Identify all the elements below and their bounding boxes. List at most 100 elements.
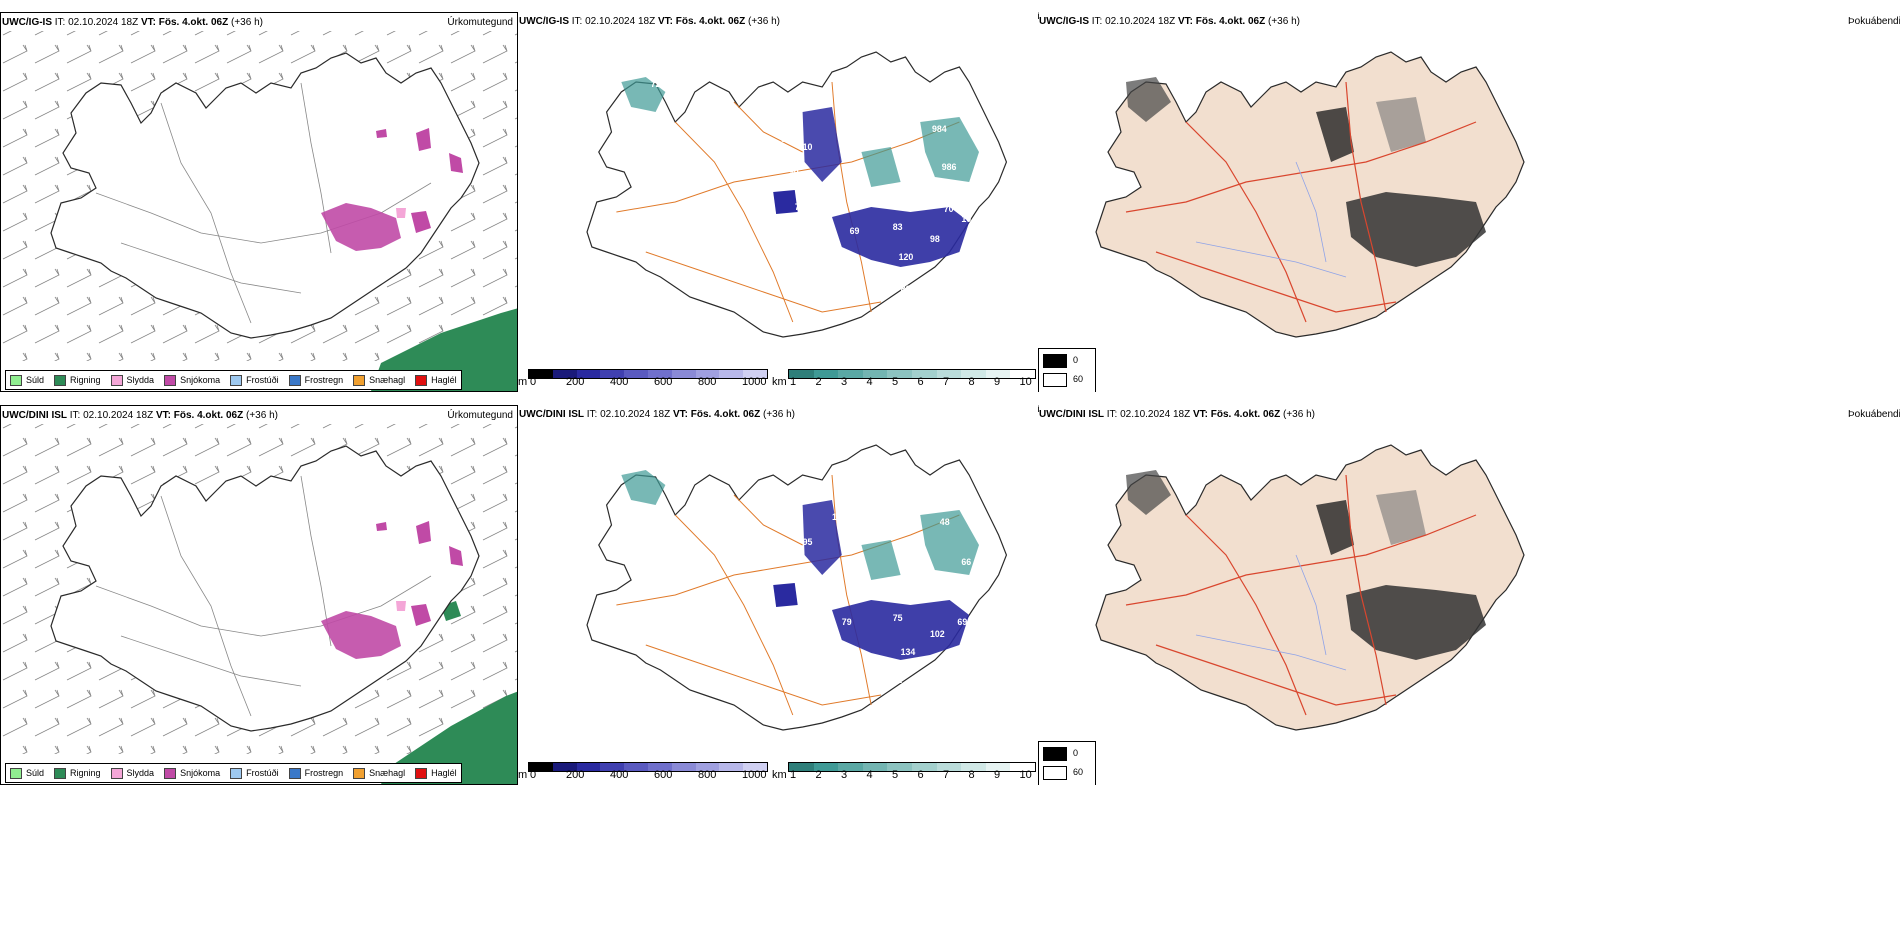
colorbar-segment: [985, 370, 1011, 378]
legend-label: 60: [1073, 374, 1084, 384]
road-network: [616, 474, 960, 716]
model-name: UWC/IG-IS: [1039, 16, 1089, 27]
colorbar-segment: [529, 763, 553, 771]
colorbar-segment: [600, 763, 625, 771]
cloud-base-label: 66: [961, 557, 971, 567]
legend-swatch: [288, 767, 301, 779]
cloud-base-label: 10: [961, 214, 971, 224]
panel-header: UWC/IG-IS IT: 02.10.2024 18Z VT: Fös. 4.…: [2, 17, 263, 28]
colorbar-segment: [1010, 370, 1035, 378]
cloud-base-label: 10: [893, 186, 903, 196]
vt-value: Fös. 4.okt. 06Z: [1210, 409, 1281, 420]
snow-area: [376, 129, 387, 138]
colorbar-tick-label: 0: [530, 376, 537, 388]
legend-item: Snjókoma: [164, 767, 220, 779]
snow-area: [449, 153, 463, 173]
colorbar-segment: [529, 370, 553, 378]
lead-time: (+36 h): [1283, 409, 1315, 420]
fog-legend: 0 60: [1038, 741, 1096, 785]
cloud-base-label: 81: [901, 284, 911, 294]
legend-swatch: [230, 767, 243, 779]
forecast-row: UWC/DINI ISL IT: 02.10.2024 18Z VT: Fös.…: [0, 405, 1900, 785]
cloud-base-label: 134: [901, 647, 916, 657]
colorbar-tick-label: 800: [698, 769, 717, 781]
legend-label: Snæhagl: [369, 375, 406, 385]
legend-swatch: [353, 374, 366, 386]
precip-map: [1, 31, 517, 391]
fog-area: [1346, 585, 1486, 660]
lead-time: (+36 h): [1268, 16, 1300, 27]
panel-header: UWC/IG-IS IT: 02.10.2024 18Z VT: Fös. 4.…: [1039, 16, 1300, 27]
panel-header: UWC/DINI ISL IT: 02.10.2024 18Z VT: Fös.…: [519, 409, 795, 420]
model-name: UWC/IG-IS: [519, 16, 569, 27]
colorbar-unit: km: [772, 769, 787, 781]
legend-swatch: [54, 374, 67, 386]
legend-swatch: [1043, 354, 1067, 368]
cloud-base-label: 56: [961, 602, 971, 612]
vt-label: VT:: [1177, 16, 1193, 27]
legend-item: Frostregn: [288, 374, 344, 386]
legend-item: Snæhagl: [353, 374, 406, 386]
colorbar-segment: [789, 370, 814, 378]
legend-label: Frostregn: [304, 375, 344, 385]
cloud-base-label: 69: [850, 226, 860, 236]
cloud-base-label: 79: [651, 467, 661, 477]
cloud-base-label: 69: [957, 617, 967, 627]
river-network: [1195, 161, 1347, 278]
colorbar-tick-label: 1: [790, 376, 797, 388]
legend-swatch: [1043, 766, 1067, 780]
legend-swatch: [10, 767, 22, 779]
colorbar-tick-label: 5: [892, 769, 899, 781]
cloud-base-label: 102: [930, 629, 945, 639]
visibility-area: [861, 540, 901, 580]
colorbar-segment: [600, 370, 625, 378]
it-value: 02.10.2024 18Z: [600, 409, 671, 420]
colorbar-segment: [862, 370, 888, 378]
colorbar-unit: m: [518, 376, 528, 388]
legend-label: Haglél: [431, 375, 457, 385]
fog-area: [1316, 107, 1354, 162]
lead-time: (+36 h): [763, 409, 795, 420]
legend-label: Snæhagl: [369, 768, 406, 778]
fog-area: [1376, 490, 1426, 545]
cloud-base-label: 98: [930, 234, 940, 244]
colorbar-tick-label: 200: [566, 769, 585, 781]
it-label: IT:: [69, 410, 81, 421]
cloud-base-label: 11: [893, 675, 902, 685]
low-cloud-area: [832, 600, 970, 660]
colorbar-tick-label: 10: [1019, 376, 1032, 388]
legend-swatch: [164, 767, 177, 779]
fog-area: [1376, 97, 1426, 152]
cloud-base-colorbar: m 0 200 400 600 800 1000: [518, 762, 768, 784]
legend-item: Snjókoma: [164, 374, 220, 386]
legend-item: Snæhagl: [353, 767, 406, 779]
cloud-base-label: 72: [651, 79, 661, 89]
vt-value: Fös. 4.okt. 06Z: [1195, 16, 1266, 27]
cloud-base-label: 75: [893, 613, 903, 623]
colorbar-strip: [788, 369, 1036, 379]
legend-swatch: [415, 374, 428, 386]
colorbar-tick-label: 4: [866, 376, 873, 388]
vt-label: VT:: [1192, 409, 1208, 420]
colorbar-segment: [985, 763, 1011, 771]
colorbar-segment: [911, 763, 937, 771]
colorbar-tick-label: 1000: [742, 376, 767, 388]
colorbar-tick-label: 10: [1019, 769, 1032, 781]
colorbar-segment: [576, 763, 601, 771]
cloud-base-colorbar: m 0 200 400 600 800 1000: [518, 369, 768, 391]
low-cloud-area: [773, 190, 798, 214]
colorbar-segment: [838, 763, 863, 771]
panel-header: UWC/IG-IS IT: 02.10.2024 18Z VT: Fös. 4.…: [519, 16, 780, 27]
legend-label: Rigning: [70, 768, 101, 778]
cloud-panel-title: Skyggni: [1038, 405, 1040, 415]
colorbar-segment: [813, 370, 839, 378]
lead-time: (+36 h): [231, 17, 263, 28]
cloud-base-label: 48: [940, 517, 950, 527]
road-network: [95, 475, 432, 717]
fog-map: [1095, 51, 1525, 338]
cloud-base-label: 32: [983, 162, 993, 172]
snow-area: [321, 203, 401, 251]
colorbar-tick-label: 2: [815, 769, 822, 781]
snow-area: [416, 521, 431, 544]
